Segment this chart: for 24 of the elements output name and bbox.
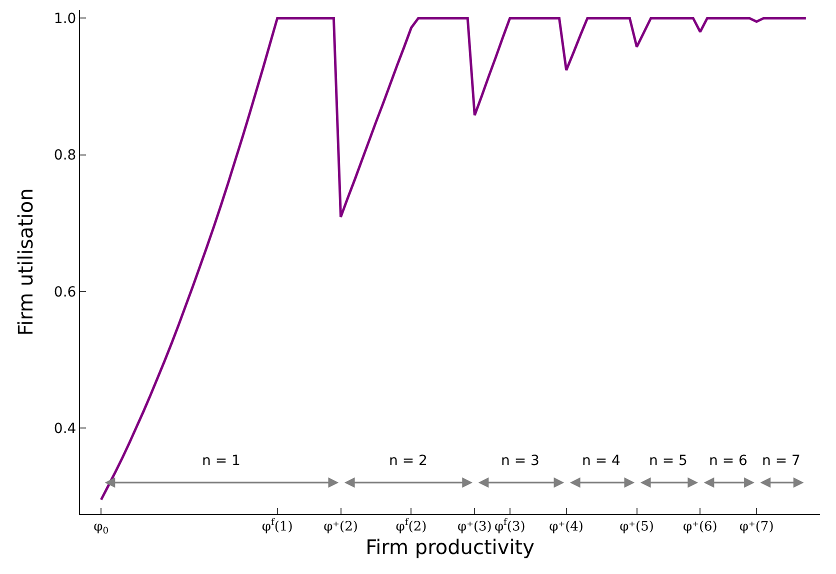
y-tick-label: 0.4 xyxy=(54,420,76,437)
x-tick-label: φ⁺(4) xyxy=(549,520,584,535)
annotation: n = 5 xyxy=(649,453,688,469)
x-tick-label: φ⁺(5) xyxy=(620,520,654,535)
x-tick-label: φ⁺(3) xyxy=(457,520,492,535)
y-tick-label: 0.6 xyxy=(54,284,76,300)
annotation: n = 3 xyxy=(501,453,540,469)
y-axis-title: Firm utilisation xyxy=(13,188,38,336)
x-tick-label: φ$^{f}$(3) xyxy=(494,518,526,535)
annotation: n = 7 xyxy=(762,453,800,469)
x-tick-label: φ⁺(6) xyxy=(682,520,718,535)
x-tick-label: φ⁺(2) xyxy=(324,520,358,535)
x-tick-label: φ$^{f}$(1) xyxy=(262,518,293,535)
annotation: n = 4 xyxy=(582,453,621,469)
y-tick-label: 1.0 xyxy=(54,11,76,28)
y-tick-label: 0.8 xyxy=(54,148,76,164)
x-tick-label: φ$^{f}$(2) xyxy=(396,518,427,535)
annotation: n = 6 xyxy=(709,453,748,469)
x-tick-label: φ⁺(7) xyxy=(739,520,774,535)
line-series xyxy=(100,16,808,501)
annotation: n = 1 xyxy=(202,453,240,469)
x-tick-label: φ$_{0}$ xyxy=(94,520,109,536)
annotation: n = 2 xyxy=(389,453,428,469)
x-axis-title: Firm productivity xyxy=(366,534,535,559)
